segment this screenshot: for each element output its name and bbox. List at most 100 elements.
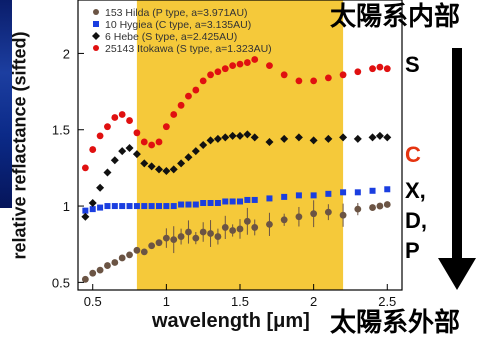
data-point <box>81 164 89 172</box>
class-label-s: S <box>405 52 420 77</box>
data-point <box>309 136 318 145</box>
class-label-c: C <box>405 142 421 167</box>
data-point <box>177 101 185 109</box>
data-point <box>266 220 273 228</box>
x-tick-label: 1 <box>163 294 170 309</box>
data-point <box>89 269 97 277</box>
data-point <box>222 198 229 205</box>
legend-label: 6 Hebe (S type, a=2.425AU) <box>105 31 237 43</box>
data-point <box>118 147 127 156</box>
data-point <box>243 59 251 66</box>
data-point <box>280 216 288 224</box>
data-point <box>155 165 163 174</box>
data-point <box>185 228 192 236</box>
data-point <box>97 204 104 211</box>
data-point <box>236 60 244 68</box>
data-point <box>118 254 126 262</box>
legend-marker <box>93 21 99 27</box>
data-point <box>104 262 111 269</box>
y-tick-label: 1.5 <box>52 123 70 138</box>
data-point <box>170 236 178 244</box>
data-point <box>229 62 237 70</box>
data-point <box>111 259 119 266</box>
data-point <box>81 212 90 221</box>
class-label-x: X, <box>405 178 426 203</box>
data-point <box>237 198 243 205</box>
x-tick-label: 1.5 <box>231 294 249 309</box>
data-point <box>89 146 97 153</box>
data-point <box>185 201 192 208</box>
data-point <box>133 246 141 254</box>
data-point <box>207 71 214 79</box>
data-point <box>250 133 259 142</box>
data-point <box>169 165 178 174</box>
data-point <box>96 266 104 274</box>
data-point <box>192 234 200 242</box>
x-tick-label: 0.5 <box>84 294 102 309</box>
data-point <box>88 199 97 207</box>
data-point <box>221 133 230 142</box>
data-point <box>324 134 333 143</box>
data-point <box>324 208 332 216</box>
data-point <box>369 187 376 194</box>
data-point <box>383 65 391 73</box>
data-point <box>266 195 273 202</box>
data-point <box>178 201 185 208</box>
data-point <box>199 141 208 149</box>
data-point <box>339 133 348 142</box>
legend-label: 25143 Itokawa (S type, a=1.323AU) <box>105 43 272 55</box>
data-point <box>214 200 221 206</box>
data-point <box>140 248 148 256</box>
data-point <box>191 147 200 156</box>
data-point <box>339 211 347 219</box>
data-point <box>236 131 244 140</box>
data-point <box>295 213 303 221</box>
data-point <box>354 205 362 213</box>
data-point <box>170 203 177 210</box>
data-point <box>104 123 111 131</box>
legend-label: 10 Hygiea (C type, a=3.135AU) <box>105 19 251 31</box>
data-point <box>376 63 384 71</box>
data-point <box>126 203 133 210</box>
data-point <box>147 162 156 171</box>
y-tick-label: 0.5 <box>52 275 70 290</box>
data-point <box>192 86 200 94</box>
data-point <box>266 62 273 70</box>
data-point <box>251 56 259 63</box>
data-point <box>265 137 274 146</box>
data-point <box>375 131 384 140</box>
data-point <box>162 166 171 175</box>
data-point <box>354 189 361 196</box>
y-tick-label: 2 <box>63 46 70 61</box>
legend-marker <box>93 45 99 51</box>
data-point <box>325 190 332 197</box>
x-axis-label: wavelength [μm] <box>152 310 310 332</box>
legend-marker <box>92 32 100 40</box>
data-point <box>369 65 376 73</box>
data-point <box>243 130 252 139</box>
data-point <box>229 198 236 205</box>
data-point <box>200 200 207 206</box>
data-point <box>295 192 302 199</box>
data-point <box>310 210 318 218</box>
data-point <box>383 133 392 142</box>
data-point <box>214 233 222 240</box>
data-point <box>162 234 170 242</box>
data-point <box>96 183 105 192</box>
data-point <box>214 68 222 76</box>
data-point <box>213 134 222 143</box>
legend-label: 153 Hilda (P type, a=3.971AU) <box>105 7 248 19</box>
data-point <box>170 111 178 118</box>
inner-solar-system-label: 太陽系内部 <box>330 2 461 32</box>
outer-solar-system-label: 太陽系外部 <box>330 308 461 338</box>
data-point <box>133 129 141 137</box>
data-point <box>184 153 193 162</box>
data-point <box>376 202 384 210</box>
data-point <box>354 68 362 76</box>
class-label-p: P <box>405 238 420 263</box>
data-point <box>148 242 156 250</box>
data-point <box>118 111 126 118</box>
data-point <box>229 227 237 234</box>
data-point <box>280 134 289 143</box>
